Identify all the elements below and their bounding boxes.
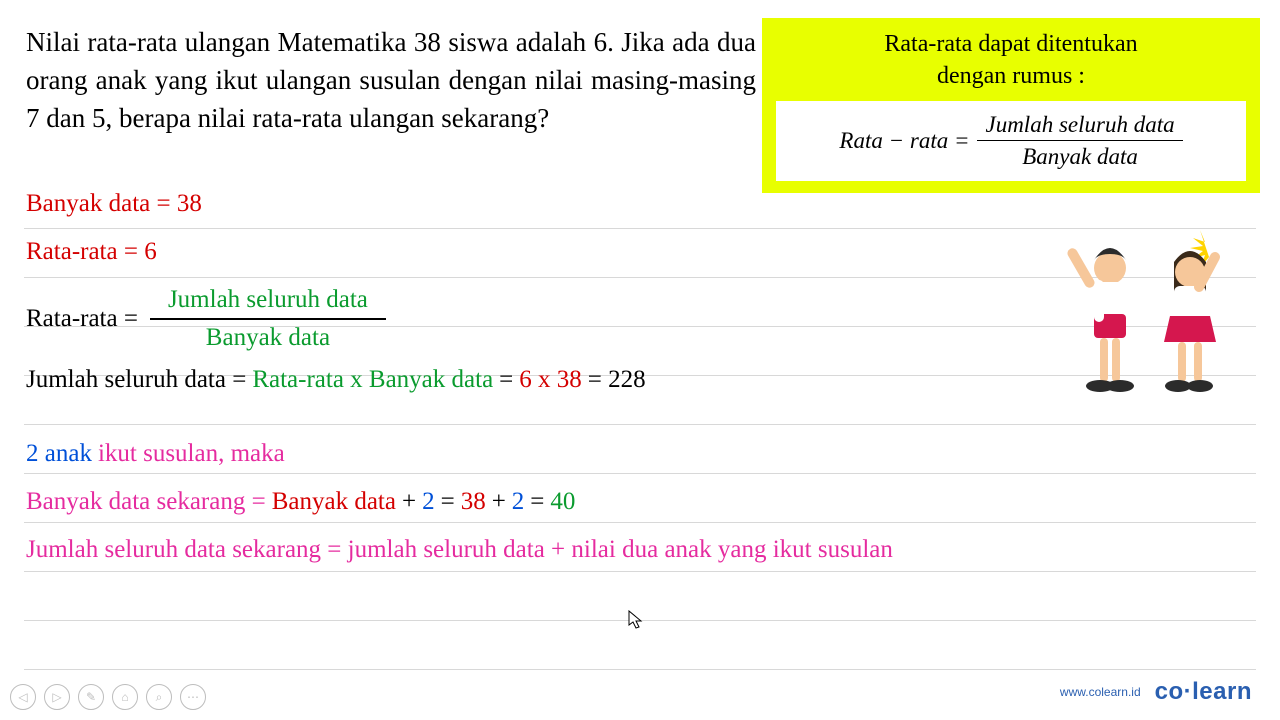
l6h: 2 [512, 488, 525, 516]
formula-lhs: Rata − rata = [839, 128, 969, 154]
l3-den: Banyak data [206, 320, 330, 352]
line3: Rata-rata = Jumlah seluruh data Banyak d… [26, 286, 893, 352]
search-button[interactable]: ⌕ [146, 684, 172, 710]
l4e: = 228 [588, 366, 646, 394]
player-controls: ◁ ▷ ✎ ⌂ ⌕ ⋯ [10, 684, 206, 710]
l3-frac: Jumlah seluruh data Banyak data [150, 286, 386, 352]
l5a: 2 anak [26, 440, 92, 468]
l4c: = [499, 366, 513, 394]
line1: Banyak data = 38 [26, 190, 202, 218]
line2: Rata-rata = 6 [26, 238, 157, 266]
formula-body: Rata − rata = Jumlah seluruh data Banyak… [776, 101, 1246, 181]
students-svg [1050, 220, 1250, 420]
l3-lhs: Rata-rata = [26, 305, 138, 333]
formula-title: Rata-rata dapat ditentukan dengan rumus … [776, 28, 1246, 93]
footer-site: www.colearn.id [1060, 685, 1141, 699]
edit-button[interactable]: ✎ [78, 684, 104, 710]
footer-brand: co·learn [1155, 678, 1252, 706]
question-text: Nilai rata-rata ulangan Matematika 38 si… [26, 24, 756, 137]
l6c: + [402, 488, 416, 516]
l4a: Jumlah seluruh data = [26, 366, 246, 394]
line7: Jumlah seluruh data sekarang = jumlah se… [26, 536, 893, 564]
l4d: 6 x 38 [519, 366, 582, 394]
formula-title-l2: dengan rumus : [937, 63, 1085, 89]
l5b: ikut susulan, maka [98, 440, 285, 468]
line4: Jumlah seluruh data = Rata-rata x Banyak… [26, 366, 893, 394]
work-area: Banyak data = 38 Rata-rata = 6 Rata-rata… [26, 190, 893, 584]
l6e: = [441, 488, 455, 516]
l6f: 38 [461, 488, 486, 516]
l7: Jumlah seluruh data sekarang = jumlah se… [26, 536, 893, 564]
l6a: Banyak data sekarang = [26, 488, 266, 516]
line6: Banyak data sekarang = Banyak data + 2 =… [26, 488, 893, 516]
l4b: Rata-rata x Banyak data [252, 366, 493, 394]
footer: www.colearn.id co·learn [1060, 678, 1252, 706]
l6j: 40 [550, 488, 575, 516]
formula-fraction: Jumlah seluruh data Banyak data [977, 111, 1182, 171]
l6b: Banyak data [272, 488, 396, 516]
l6d: 2 [422, 488, 435, 516]
students-illustration [1050, 220, 1250, 420]
more-button[interactable]: ⋯ [180, 684, 206, 710]
formula-den: Banyak data [1022, 141, 1138, 171]
formula-box: Rata-rata dapat ditentukan dengan rumus … [762, 18, 1260, 193]
l6i: = [530, 488, 544, 516]
cursor-icon [628, 610, 644, 630]
home-button[interactable]: ⌂ [112, 684, 138, 710]
formula-num: Jumlah seluruh data [977, 111, 1182, 142]
l3-num: Jumlah seluruh data [150, 286, 386, 320]
l6g: + [492, 488, 506, 516]
prev-button[interactable]: ◁ [10, 684, 36, 710]
next-button[interactable]: ▷ [44, 684, 70, 710]
formula-title-l1: Rata-rata dapat ditentukan [884, 31, 1137, 57]
line5: 2 anak ikut susulan, maka [26, 440, 893, 468]
